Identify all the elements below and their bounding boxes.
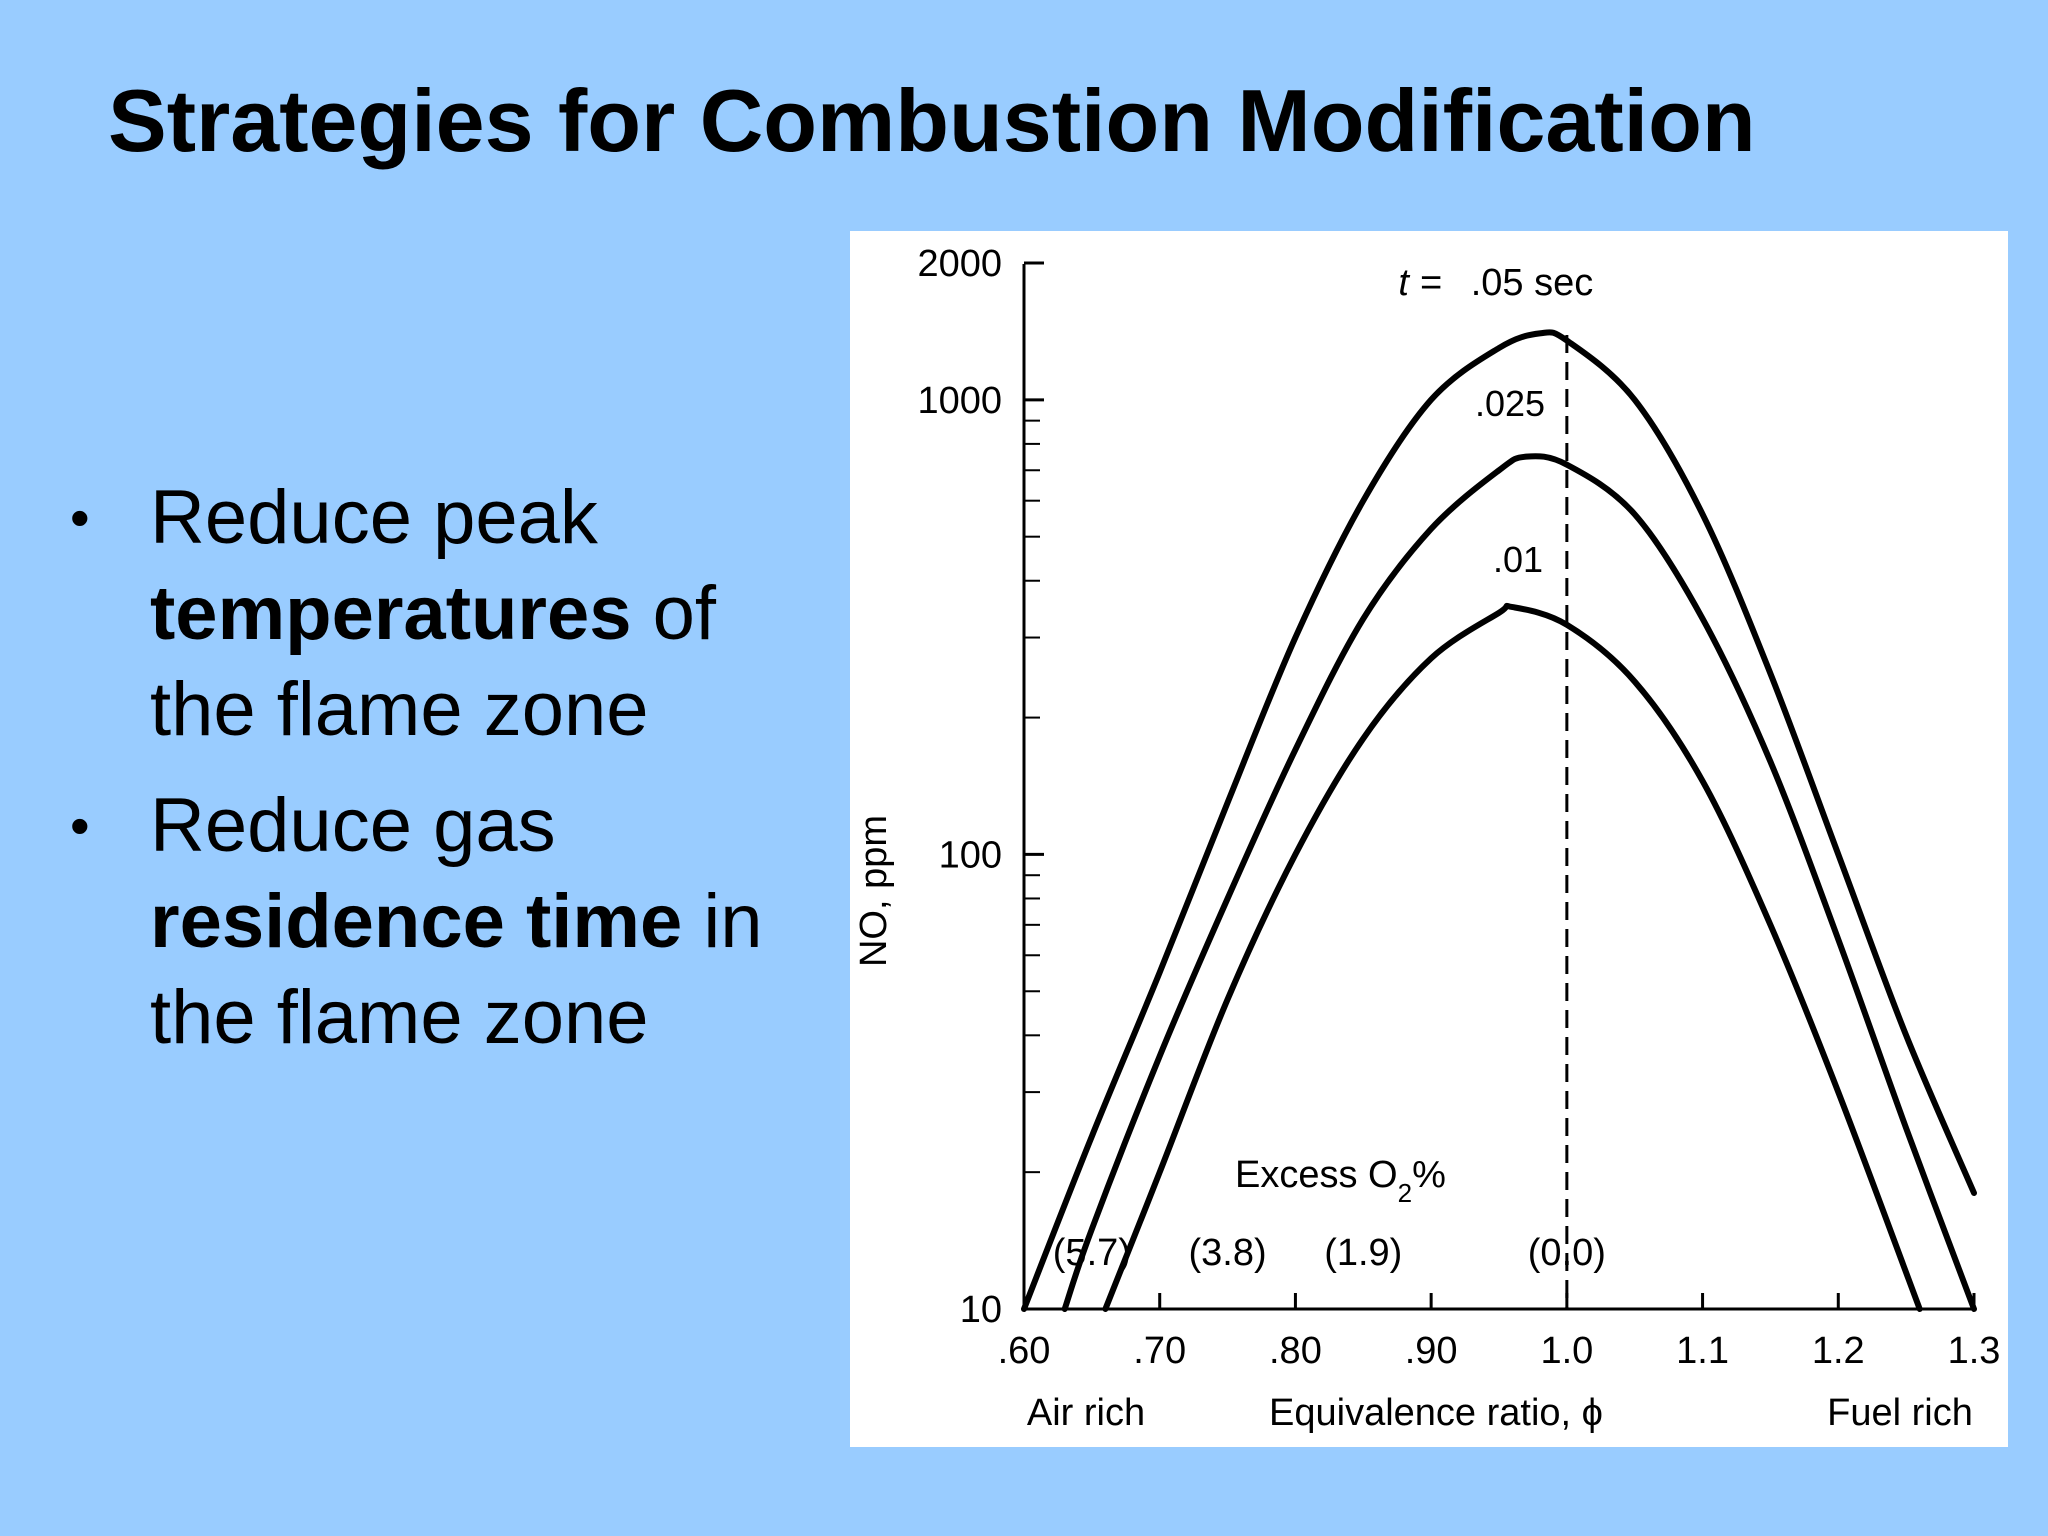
bullet-text-bold: residence time	[150, 879, 683, 964]
excess-o2-value: (3.8)	[1189, 1232, 1267, 1274]
excess-o2-label: Excess O2%	[1235, 1154, 1446, 1208]
chart-panel: 10 100 1000 2000 .60 .70 .80 .90 1.0 1.1 1.2 1.3 NO,…	[850, 231, 2008, 1447]
y-tick-label: 2000	[917, 243, 1002, 285]
excess-o2-value: (1.9)	[1324, 1232, 1402, 1274]
x-tick-label: .60	[998, 1330, 1051, 1372]
bullet-icon: •	[70, 794, 90, 857]
series-line	[1102, 602, 1923, 1312]
bullet-text-pre: Reduce gas	[150, 783, 556, 868]
x-tick-label: 1.0	[1540, 1330, 1593, 1372]
series-label: .025	[1475, 383, 1545, 424]
series-label: .01	[1493, 539, 1543, 580]
time-prefix-label: t =	[1398, 262, 1441, 304]
y-tick-label: 10	[960, 1289, 1002, 1331]
series-label: .05 sec	[1471, 262, 1594, 304]
excess-o2-suffix: %	[1412, 1154, 1446, 1196]
excess-o2-subscript: 2	[1398, 1178, 1412, 1208]
series-line	[1061, 453, 1977, 1312]
x-right-label: Fuel rich	[1827, 1392, 1973, 1434]
series-line	[1021, 329, 1977, 1312]
bullet-text-bold: temperatures	[150, 571, 632, 656]
bullet-list: • Reduce peak temperatures of the flame …	[70, 470, 830, 1086]
x-tick-label: 1.3	[1948, 1330, 2001, 1372]
bullet-item: • Reduce peak temperatures of the flame …	[70, 470, 830, 758]
x-tick-label: 1.1	[1676, 1330, 1729, 1372]
bullet-item: • Reduce gas residence time in the flame…	[70, 778, 830, 1066]
no-emission-chart: 10 100 1000 2000 .60 .70 .80 .90 1.0 1.1 1.2 1.3 NO,…	[853, 243, 2001, 1434]
x-tick-label: .90	[1405, 1330, 1458, 1372]
x-left-label: Air rich	[1027, 1392, 1145, 1434]
bullet-icon: •	[70, 486, 90, 549]
x-axis-label: Equivalence ratio, ϕ	[1269, 1392, 1603, 1434]
excess-o2-value: (0.0)	[1528, 1232, 1606, 1274]
bullet-text-post: of the flame zone	[150, 571, 717, 752]
y-tick-label: 1000	[917, 380, 1002, 422]
bullet-text-pre: Reduce peak	[150, 475, 598, 560]
x-tick-label: 1.2	[1812, 1330, 1865, 1372]
bullet-text-post: in the flame zone	[150, 879, 763, 1060]
excess-o2-value: (5.7)	[1053, 1232, 1131, 1274]
y-tick-label: 100	[939, 834, 1002, 876]
x-tick-label: .70	[1133, 1330, 1186, 1372]
y-axis-label: NO, ppm	[853, 815, 895, 967]
x-tick-label: .80	[1269, 1330, 1322, 1372]
slide-title: Strategies for Combustion Modification	[108, 71, 1756, 170]
